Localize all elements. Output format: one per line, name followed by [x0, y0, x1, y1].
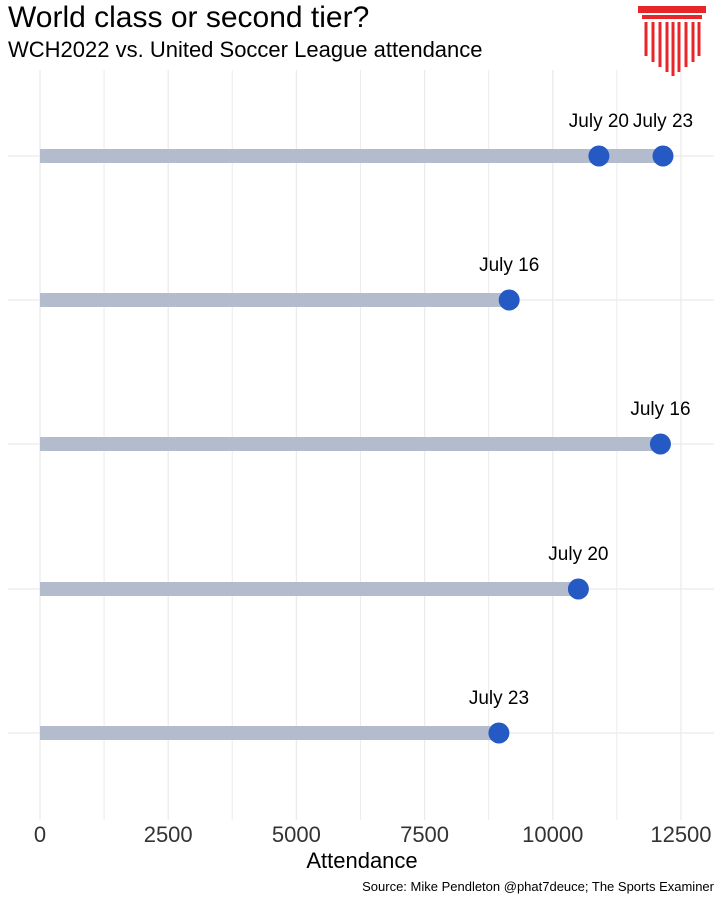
- x-tick-label: 10000: [522, 822, 583, 847]
- x-tick-label: 5000: [272, 822, 321, 847]
- points: [488, 145, 674, 744]
- chart-subtitle: WCH2022 vs. United Soccer League attenda…: [8, 37, 483, 62]
- attendance-point: [498, 289, 520, 311]
- point-date-label: July 20: [548, 544, 608, 565]
- point-date-label: July 23: [469, 688, 529, 709]
- attendance-point: [649, 433, 671, 455]
- attendance-point: [652, 145, 674, 167]
- x-tick-label: 2500: [144, 822, 193, 847]
- attendance-point: [488, 722, 510, 744]
- bars: [40, 149, 663, 740]
- columned-building-icon: [636, 4, 708, 85]
- point-date-label: July 23: [633, 111, 693, 132]
- x-axis-ticks: 0 2500 5000 7500 10000 12500: [34, 822, 712, 847]
- x-tick-label: 12500: [650, 822, 711, 847]
- chart-title: World class or second tier?: [8, 1, 370, 34]
- source-note: Source: Mike Pendleton @phat7deuce; The …: [362, 879, 714, 894]
- point-date-label: July 16: [479, 255, 539, 276]
- point-date-label: July 16: [630, 399, 690, 420]
- attendance-point: [567, 578, 589, 600]
- point-date-label: July 20: [569, 111, 629, 132]
- attendance-point: [588, 145, 610, 167]
- x-axis-label: Attendance: [306, 848, 417, 873]
- x-tick-label: 0: [34, 822, 46, 847]
- x-tick-label: 7500: [400, 822, 449, 847]
